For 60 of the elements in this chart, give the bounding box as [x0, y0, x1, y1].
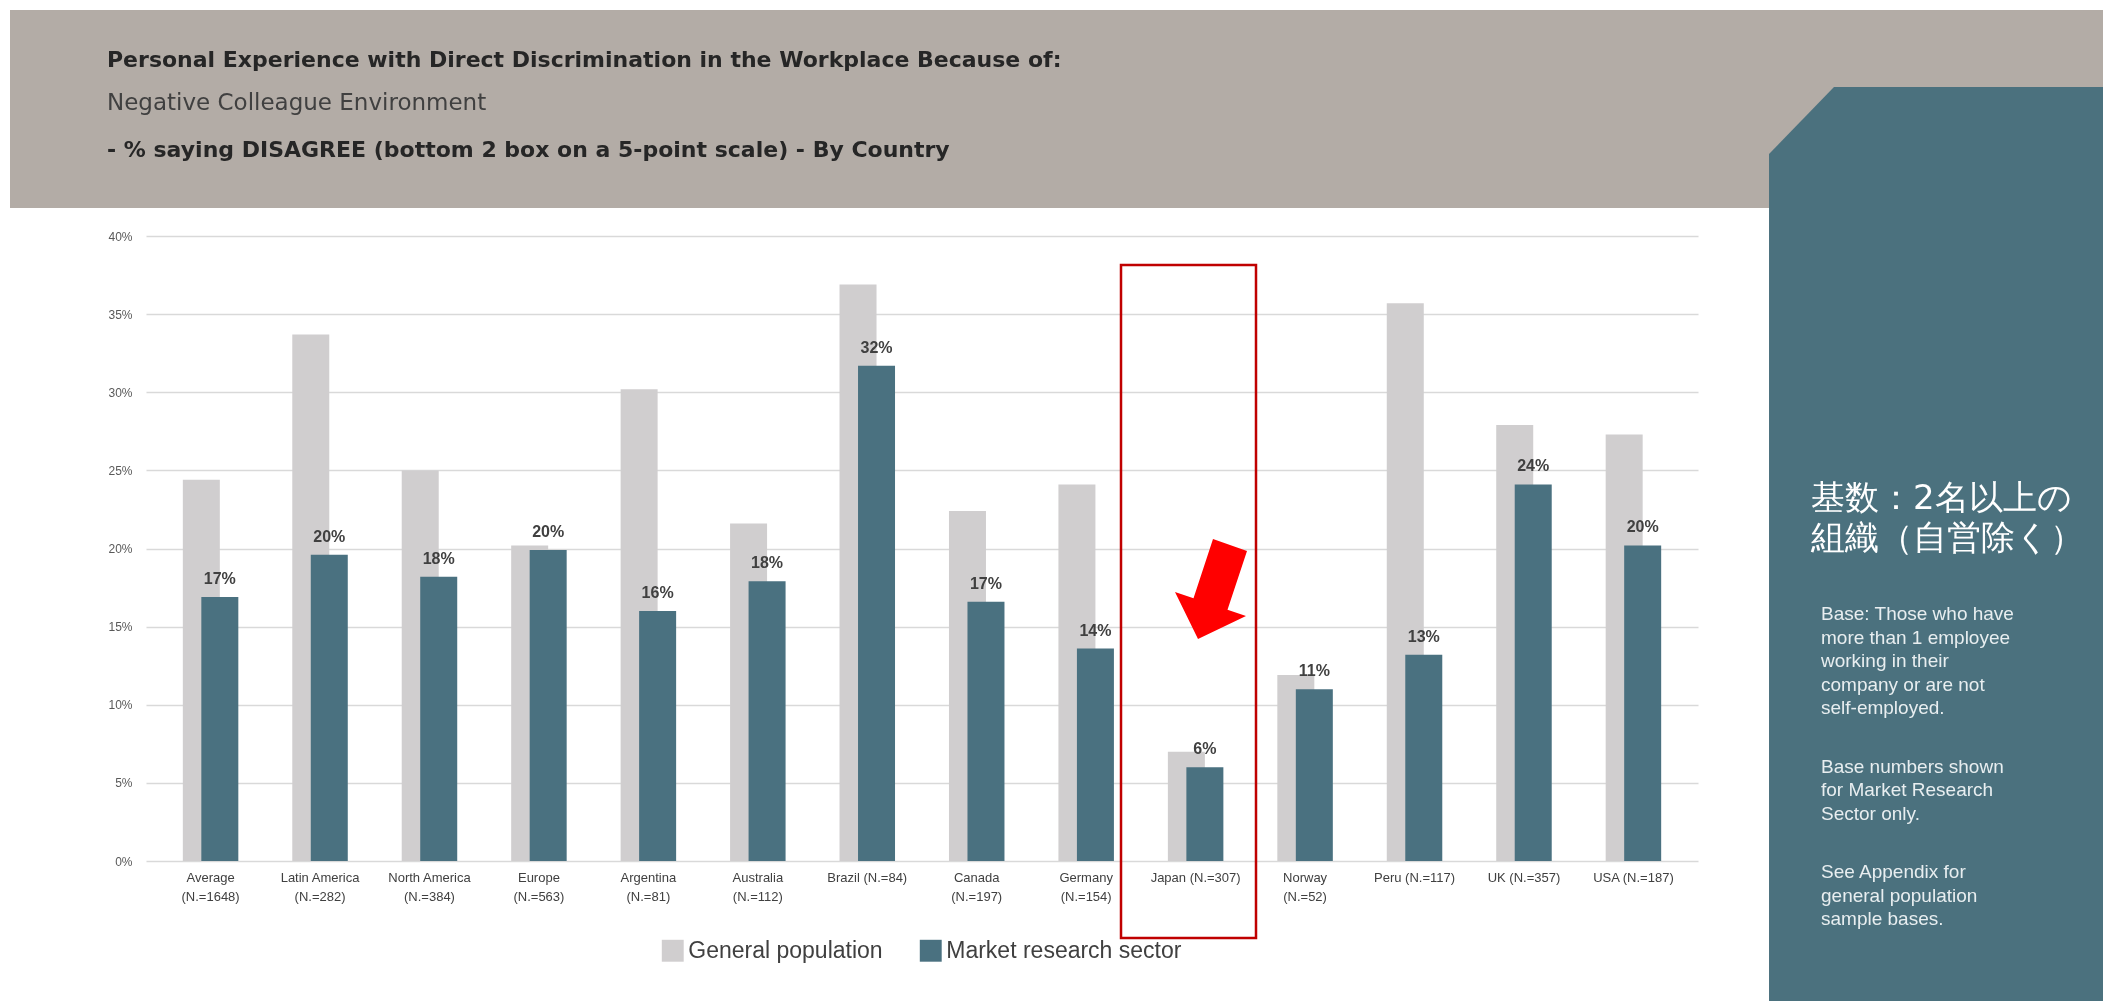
data-label: 17%	[203, 569, 236, 587]
data-label: 20%	[313, 527, 346, 545]
y-tick-label: 10%	[108, 698, 133, 713]
legend-label: General population	[688, 936, 883, 963]
x-tick-label: Germany (N.=154)	[1059, 869, 1114, 904]
y-tick-label: 30%	[108, 385, 133, 400]
text: Base numbers shown for Market Research Sector only.	[1821, 755, 2004, 824]
data-label: 17%	[969, 574, 1002, 592]
bar	[748, 581, 786, 861]
data-label: 11%	[1298, 662, 1330, 680]
data-label: 20%	[532, 523, 565, 541]
bar	[1076, 648, 1114, 861]
text: Base: Those who have more than 1 employee working in their company or are not self-employed.	[1820, 603, 2014, 718]
x-tick-label: Europe (N.=563)	[513, 869, 565, 904]
bar	[1186, 767, 1224, 861]
legend-label: Market research sector	[946, 936, 1182, 963]
text: See Appendix for general population sample bases.	[1821, 861, 1978, 929]
bar	[1295, 689, 1333, 861]
y-tick-label: 5%	[115, 776, 133, 791]
bar	[310, 554, 348, 861]
data-label: 14%	[1079, 621, 1112, 639]
x-tick-label: North America (N.=384)	[388, 869, 472, 904]
bar	[1624, 545, 1662, 861]
bar	[639, 611, 677, 861]
y-tick-label: 35%	[108, 307, 133, 322]
x-tick-label: Canada (N.=197)	[951, 869, 1003, 904]
text: - % saying DISAGREE (bottom 2 box on a 5-point scale) - By Country	[107, 137, 950, 162]
y-tick-label: 20%	[108, 542, 133, 556]
data-label: 6%	[1193, 740, 1217, 758]
data-label: 20%	[1626, 518, 1659, 536]
data-label: 13%	[1407, 627, 1440, 645]
bar	[967, 601, 1005, 861]
bar	[529, 550, 567, 861]
bar	[420, 576, 458, 861]
bar	[1405, 654, 1443, 861]
x-tick-label: Peru (N.=117)	[1374, 869, 1456, 885]
y-tick-label: 25%	[108, 463, 133, 478]
data-label: 18%	[422, 549, 455, 567]
x-tick-label: Argentina (N.=81)	[620, 869, 677, 904]
x-tick-label: USA (N.=187)	[1593, 869, 1674, 885]
x-tick-label: Average (N.=1648)	[181, 869, 240, 904]
data-label: 24%	[1517, 457, 1550, 475]
x-tick-label: Norway (N.=52)	[1283, 869, 1328, 904]
y-tick-label: 0%	[115, 854, 133, 869]
x-tick-label: Brazil (N.=84)	[827, 869, 908, 885]
x-tick-label: Japan (N.=307)	[1150, 869, 1241, 885]
y-tick-label: 15%	[108, 620, 133, 635]
bar	[858, 365, 896, 861]
text: 基数：2名以上の組織（自営除く）	[1810, 477, 2084, 557]
data-label: 18%	[751, 554, 784, 572]
chart-subtitle: Negative Colleague Environment	[107, 89, 487, 115]
data-label: 32%	[860, 338, 893, 356]
bar	[201, 596, 239, 861]
data-label: 16%	[641, 584, 674, 601]
bar	[1514, 484, 1552, 861]
chart-title: Personal Experience with Direct Discrimination in the Workplace Because of:	[107, 47, 1062, 72]
x-tick-label: UK (N.=357)	[1487, 869, 1561, 885]
x-tick-label: Latin America (N.=282)	[280, 869, 361, 904]
y-tick-label: 40%	[108, 229, 133, 244]
x-tick-label: Australia (N.=112)	[732, 869, 784, 904]
